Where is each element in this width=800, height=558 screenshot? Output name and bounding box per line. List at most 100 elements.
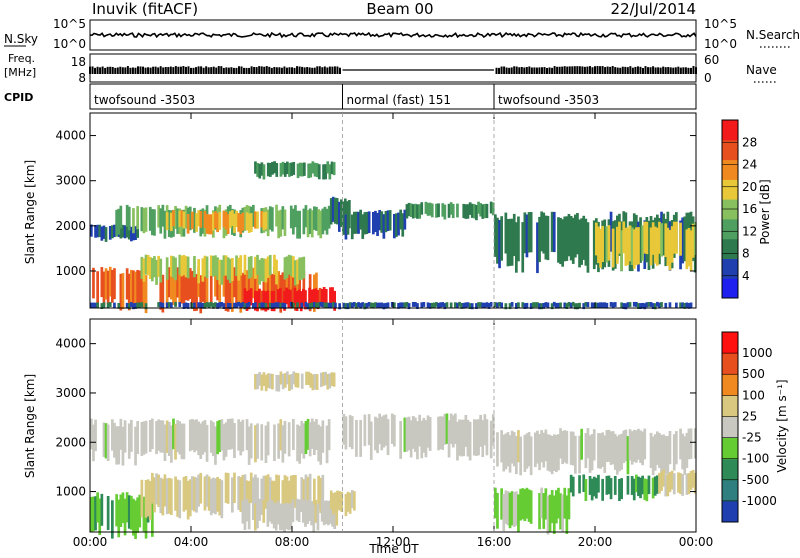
heatmap-cell — [325, 425, 329, 464]
heatmap-cell — [525, 302, 529, 309]
heatmap-cell — [382, 415, 386, 448]
heatmap-cell — [338, 491, 341, 511]
heatmap-cell — [348, 302, 352, 308]
heatmap-cell — [98, 498, 102, 535]
heatmap-cell — [228, 258, 232, 283]
heatmap-cell — [685, 229, 689, 270]
heatmap-cell — [307, 371, 310, 385]
heatmap-cell — [197, 210, 200, 227]
heatmap-cell — [121, 273, 125, 309]
heatmap-cell — [226, 302, 230, 309]
heatmap-cell — [191, 476, 194, 511]
heatmap-cell — [584, 433, 588, 469]
heatmap-cell — [504, 303, 508, 310]
heatmap-cell — [651, 303, 655, 309]
heatmap-cell — [306, 210, 310, 238]
heatmap-cell — [550, 303, 554, 310]
heatmap-cell — [317, 302, 320, 308]
heatmap-cell — [420, 202, 424, 215]
heatmap-cell — [687, 228, 691, 267]
heatmap-cell — [310, 289, 313, 309]
heatmap-cell — [308, 422, 312, 457]
heatmap-cell — [289, 289, 293, 309]
heatmap-cell — [628, 302, 632, 307]
heatmap-cell — [470, 303, 474, 310]
heatmap-cell — [350, 416, 354, 450]
heatmap-cell — [201, 208, 205, 234]
heatmap-cell — [295, 291, 299, 311]
heatmap-cell — [222, 303, 226, 309]
heatmap-cell — [260, 210, 264, 228]
heatmap-cell — [279, 419, 283, 451]
heatmap-cell — [681, 302, 684, 308]
heatmap-cell — [435, 203, 438, 218]
heatmap-cell — [500, 430, 503, 463]
y-tick-label: 4000 — [55, 129, 86, 143]
heatmap-cell — [277, 289, 280, 308]
heatmap-cell — [199, 302, 203, 308]
heatmap-cell — [140, 207, 144, 232]
heatmap-cell — [163, 210, 167, 239]
heatmap-cell — [132, 303, 135, 310]
heatmap-cell — [285, 287, 288, 305]
heatmap-cell — [618, 434, 621, 472]
heatmap-cell — [605, 430, 609, 463]
heatmap-cell — [561, 431, 564, 465]
heatmap-cell — [664, 302, 668, 309]
heatmap-cell — [130, 419, 133, 452]
heatmap-cell — [517, 216, 520, 262]
heatmap-cell — [357, 302, 360, 308]
heatmap-cell — [660, 435, 663, 473]
heatmap-cell — [305, 371, 308, 385]
heatmap-cell — [515, 303, 518, 309]
heatmap-cell — [207, 476, 211, 511]
heatmap-cell — [249, 268, 253, 300]
heatmap-cell — [283, 209, 287, 236]
heatmap-cell — [115, 426, 118, 465]
heatmap-cell — [544, 488, 548, 520]
heatmap-cell — [317, 475, 320, 510]
heatmap-cell — [357, 211, 360, 234]
colorbar-swatch — [722, 139, 738, 161]
heatmap-cell — [312, 504, 316, 532]
heatmap-cell — [639, 430, 642, 463]
heatmap-cell — [639, 303, 642, 309]
heatmap-cell — [479, 302, 482, 308]
heatmap-cell — [306, 500, 309, 524]
heatmap-cell — [456, 302, 459, 309]
heatmap-cell — [182, 476, 186, 512]
heatmap-cell — [445, 413, 449, 444]
colorbar-tick-label: 8 — [742, 247, 750, 261]
heatmap-cell — [449, 302, 453, 308]
heatmap-cell — [222, 210, 226, 228]
heatmap-cell — [277, 302, 280, 308]
heatmap-cell — [119, 205, 123, 229]
heatmap-cell — [302, 208, 306, 235]
heatmap-cell — [613, 302, 617, 307]
heatmap-cell — [209, 255, 213, 276]
heatmap-cell — [517, 494, 520, 532]
heatmap-cell — [102, 271, 106, 306]
heatmap-cell — [245, 499, 249, 522]
heatmap-cell — [138, 270, 142, 304]
heatmap-cell — [407, 416, 411, 451]
freq-right-tick-bottom: 0 — [704, 71, 712, 85]
heatmap-cell — [316, 503, 320, 531]
heatmap-cell — [592, 476, 596, 497]
heatmap-cell — [138, 302, 142, 308]
header-right: 22/Jul/2014 — [611, 0, 696, 18]
heatmap-cell — [323, 302, 327, 308]
colorbar-swatch — [722, 353, 738, 375]
heatmap-cell — [155, 473, 158, 505]
heatmap-cell — [485, 419, 489, 456]
heatmap-cell — [422, 302, 426, 307]
heatmap-cell — [157, 474, 160, 507]
heatmap-cell — [130, 495, 133, 530]
heatmap-cell — [224, 274, 228, 311]
heatmap-cell — [540, 430, 543, 463]
heatmap-cell — [260, 290, 263, 311]
heatmap-cell — [205, 474, 209, 507]
heatmap-cell — [616, 226, 619, 264]
heatmap-cell — [414, 203, 417, 218]
heatmap-cell — [203, 420, 207, 453]
